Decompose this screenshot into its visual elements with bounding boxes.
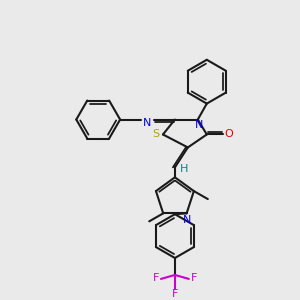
Text: H: H [180, 164, 188, 174]
Text: N: N [182, 215, 191, 225]
Text: N: N [195, 119, 203, 130]
Text: S: S [152, 130, 160, 140]
Text: O: O [224, 130, 233, 140]
Text: F: F [153, 273, 159, 283]
Text: F: F [190, 273, 197, 283]
Text: F: F [172, 289, 178, 299]
Text: N: N [143, 118, 151, 128]
